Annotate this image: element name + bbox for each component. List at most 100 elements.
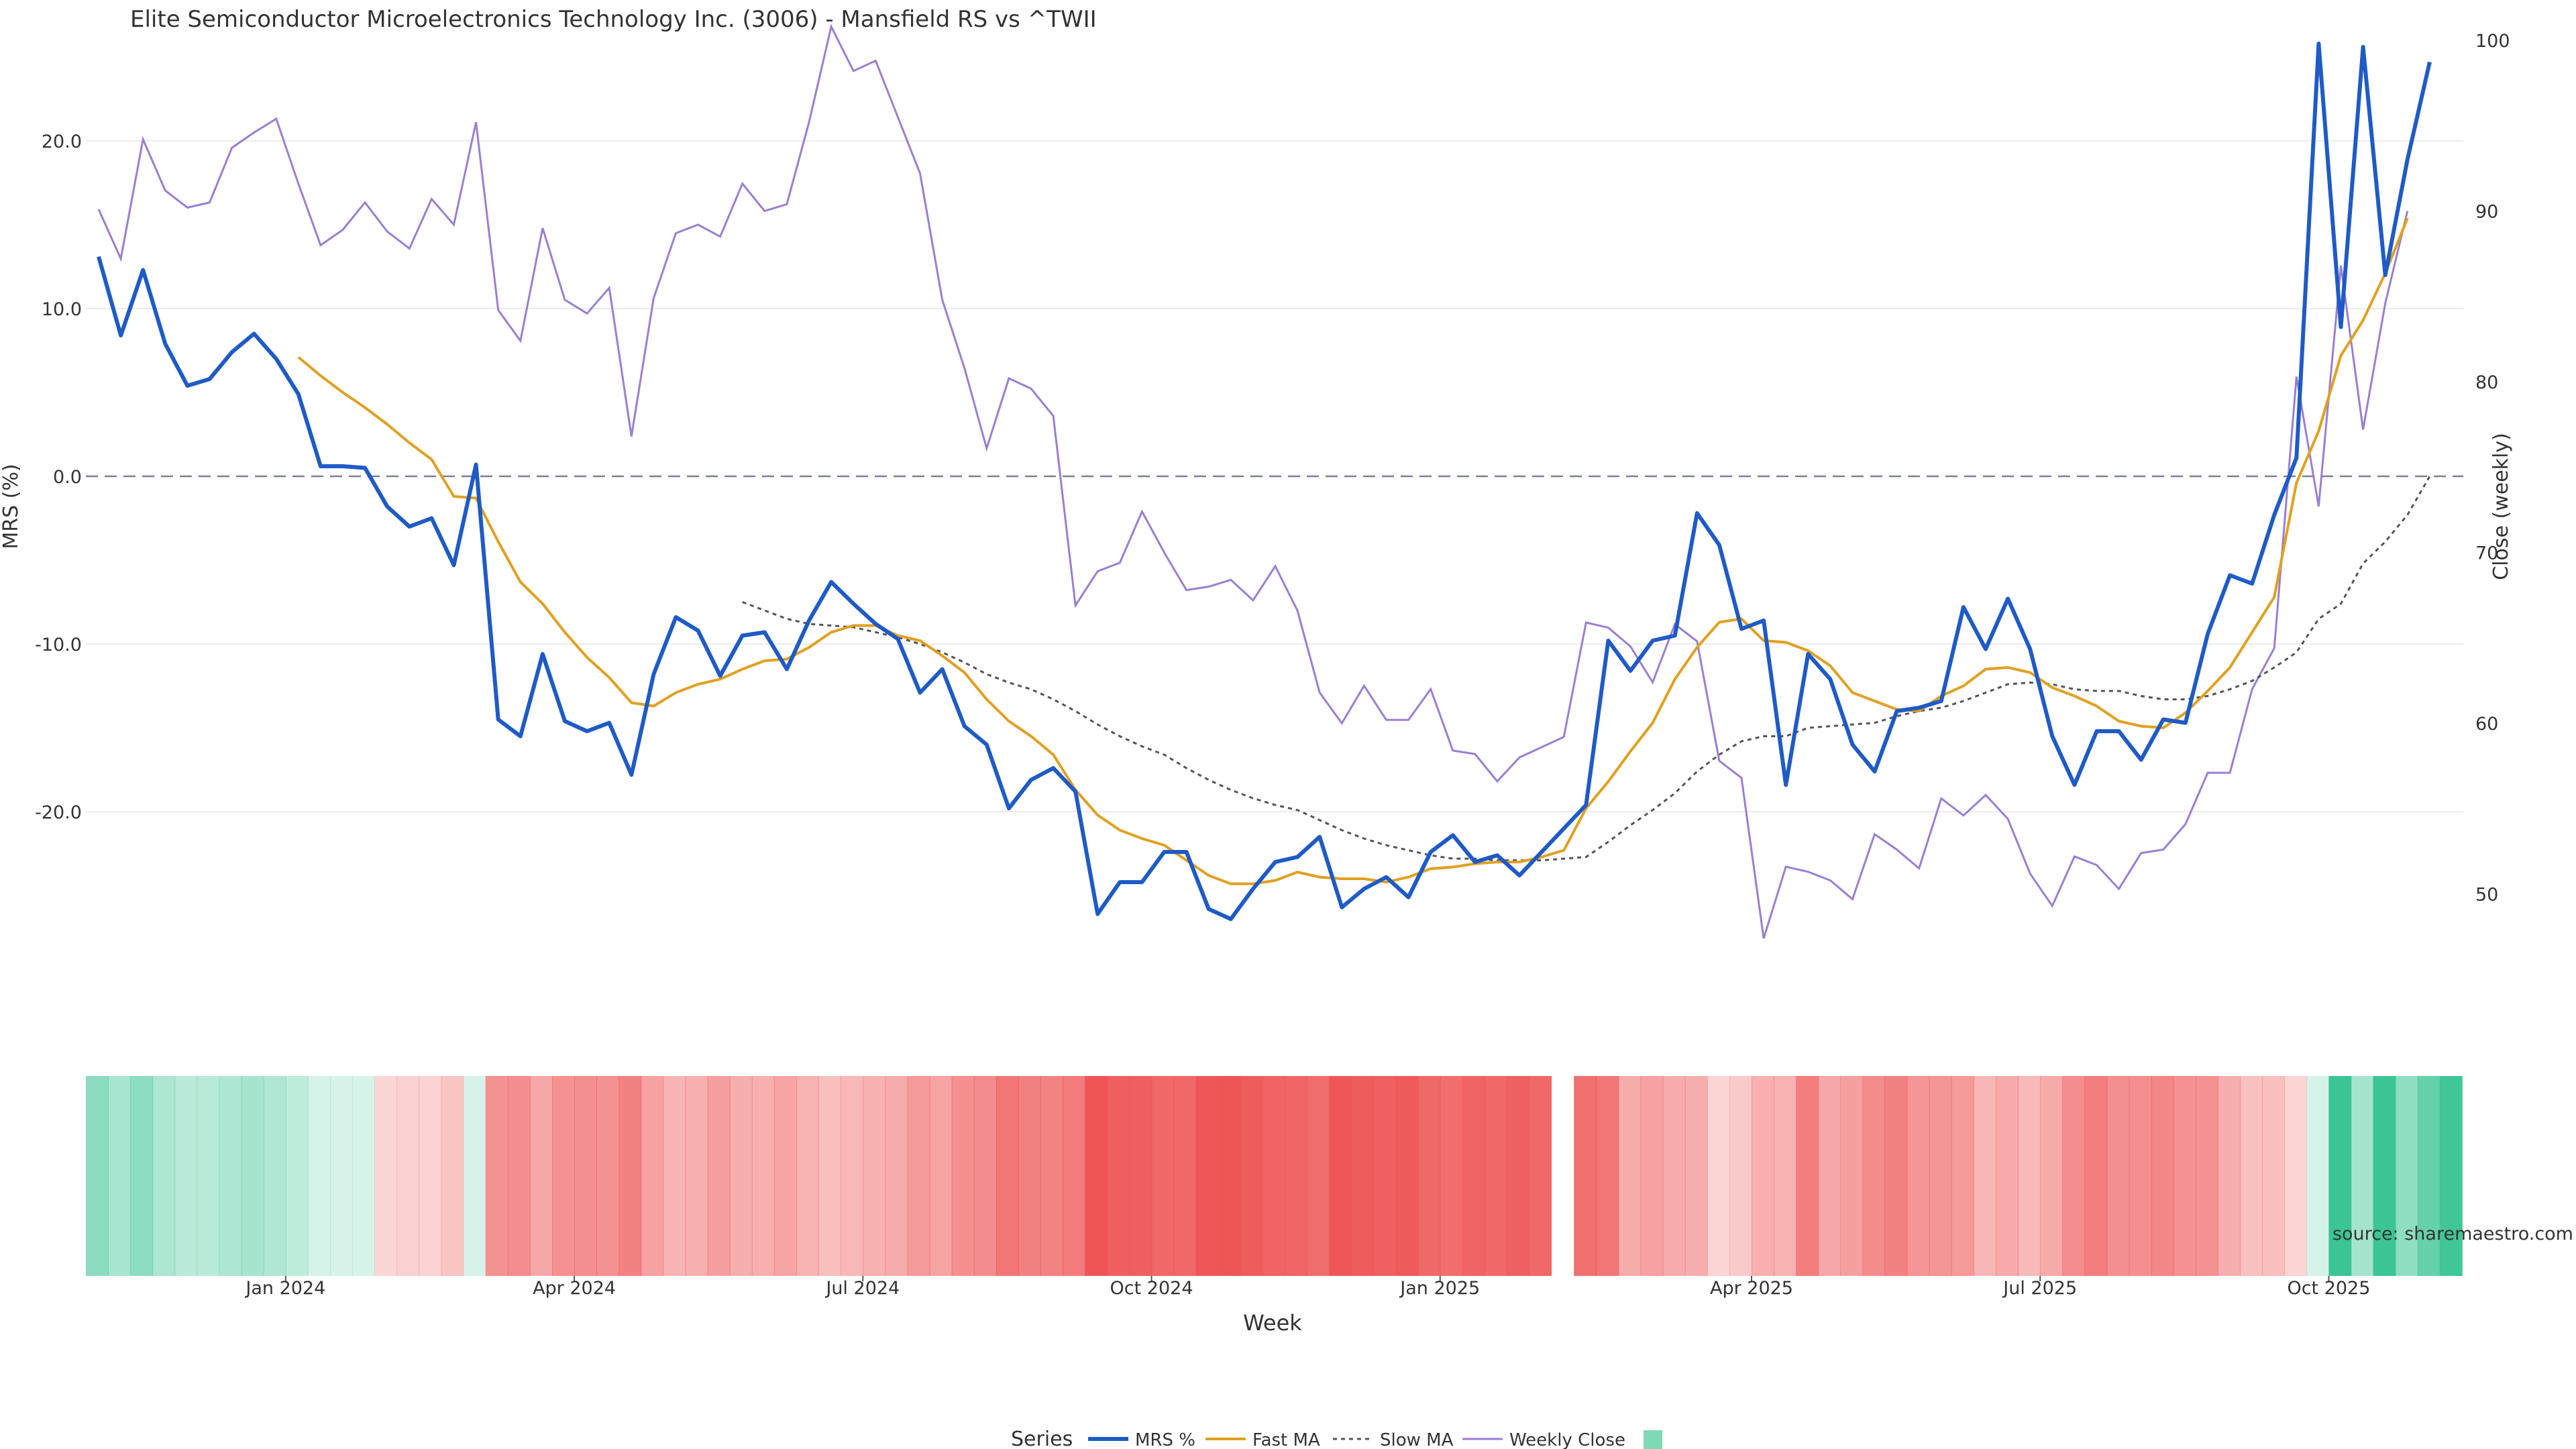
heatmap-cell [263, 1076, 286, 1276]
heatmap-cell [1240, 1076, 1263, 1276]
heatmap-cell [1929, 1076, 1952, 1276]
heatmap-cell [996, 1076, 1019, 1276]
y2-tick-label: 80 [2475, 372, 2498, 393]
heatmap-cell [2062, 1076, 2086, 1276]
y2-tick-label: 70 [2475, 543, 2498, 564]
heatmap-cell [663, 1076, 686, 1276]
mrs-heatmap-strip [86, 1076, 2463, 1276]
x-tick-label: Oct 2025 [2287, 1278, 2370, 1299]
heatmap-cell [1373, 1076, 1397, 1276]
x-tick-label: Jul 2024 [824, 1278, 900, 1299]
heatmap-cell [130, 1076, 154, 1276]
heatmap-cell [2195, 1076, 2218, 1276]
heatmap-cell [2240, 1076, 2263, 1276]
heatmap-cell [1063, 1076, 1086, 1276]
heatmap-cell [1129, 1076, 1152, 1276]
heatmap-cell [641, 1076, 664, 1276]
heatmap-cell [707, 1076, 731, 1276]
heatmap-cell [2084, 1076, 2108, 1276]
heatmap-cell [685, 1076, 708, 1276]
x-tick-label: Jan 2024 [244, 1278, 325, 1299]
heatmap-cell [2129, 1076, 2152, 1276]
legend-item-fast-ma: Fast MA [1252, 1430, 1320, 1449]
heatmap-cell [2262, 1076, 2286, 1276]
heatmap-cell [2151, 1076, 2174, 1276]
heatmap-cell [729, 1076, 753, 1276]
heatmap-cell [219, 1076, 242, 1276]
heatmap-cell [1973, 1076, 1996, 1276]
heatmap-cell [2351, 1076, 2374, 1276]
heatmap-cell [1774, 1076, 1796, 1276]
heatmap-cell [307, 1076, 331, 1276]
heatmap-cell [1195, 1076, 1219, 1276]
heatmap-cell [1996, 1076, 2019, 1276]
heatmap-cell [1951, 1076, 1974, 1276]
x-tick-label: Jan 2025 [1399, 1278, 1480, 1299]
heatmap-cell [2284, 1076, 2308, 1276]
heatmap-cell [1640, 1076, 1664, 1276]
heatmap-cell [1618, 1076, 1642, 1276]
heatmap-cell [152, 1076, 176, 1276]
heatmap-cell [108, 1076, 131, 1276]
heatmap-cell [929, 1076, 953, 1276]
heatmap-cell [529, 1076, 553, 1276]
y2-tick-label: 100 [2475, 31, 2510, 52]
heatmap-cell [2106, 1076, 2130, 1276]
heatmap-cell [973, 1076, 997, 1276]
heatmap-cell [1395, 1076, 1419, 1276]
heatmap-cell [1818, 1076, 1841, 1276]
heatmap-cell [2173, 1076, 2196, 1276]
heatmap-cell [596, 1076, 620, 1276]
legend-item-weekly-close: Weekly Close [1509, 1430, 1625, 1449]
y-tick-label: 10.0 [42, 299, 82, 320]
heatmap-cell [2018, 1076, 2041, 1276]
heatmap-cell [1840, 1076, 1864, 1276]
heatmap-cell [1729, 1076, 1752, 1276]
heatmap-cell [2395, 1076, 2418, 1276]
chart-title: Elite Semiconductor Microelectronics Tec… [130, 6, 1097, 33]
heatmap-cell [330, 1076, 353, 1276]
heatmap-cell [1085, 1076, 1108, 1276]
heatmap-cell [951, 1076, 975, 1276]
y-axis-label: MRS (%) [0, 464, 23, 549]
series-line-fast-ma [297, 217, 2409, 885]
grid-lines [86, 140, 2463, 812]
heatmap-cell [1596, 1076, 1619, 1276]
heatmap-cell [241, 1076, 264, 1276]
y-axis-ticks: 20.0 10.0 0.0 -10.0 -20.0 [35, 131, 82, 823]
legend-title: Series [1011, 1428, 1073, 1449]
heatmap-cell [419, 1076, 442, 1276]
heatmap-cell [1173, 1076, 1197, 1276]
heatmap-cell [2439, 1076, 2463, 1276]
heatmap-cell [1662, 1076, 1686, 1276]
y-tick-label: 20.0 [42, 131, 82, 152]
heatmap-cell [2328, 1076, 2352, 1276]
heatmap-cell [2417, 1076, 2440, 1276]
heatmap-cell [1907, 1076, 1930, 1276]
heatmap-cell [1440, 1076, 1463, 1276]
legend: Series MRS % Fast MA Slow MA Weekly Clos… [1011, 1428, 1662, 1449]
heatmap-cell [1884, 1076, 1908, 1276]
heatmap-cell [1329, 1076, 1352, 1276]
heatmap-cell [1151, 1076, 1175, 1276]
heatmap-cell [1018, 1076, 1041, 1276]
series-line-weekly-close [97, 23, 2409, 939]
heatmap-cell [1307, 1076, 1330, 1276]
x-tick-label: Oct 2024 [1110, 1278, 1193, 1299]
heatmap-cell [463, 1076, 486, 1276]
y2-tick-label: 50 [2475, 885, 2498, 906]
y-tick-label: -10.0 [35, 635, 82, 655]
heatmap-cell [86, 1076, 109, 1276]
heatmap-cell [352, 1076, 375, 1276]
y2-axis-label: Close (weekly) [2489, 433, 2513, 580]
heatmap-cell [1507, 1076, 1529, 1276]
series-line-slow-ma [742, 476, 2431, 861]
heatmap-cell [1351, 1076, 1375, 1276]
heatmap-cell [1684, 1076, 1708, 1276]
heatmap-cell [751, 1076, 775, 1276]
legend-item-slow-ma: Slow MA [1380, 1430, 1454, 1449]
heatmap-cell [2306, 1076, 2330, 1276]
heatmap-cell [907, 1076, 930, 1276]
heatmap-cell [1796, 1076, 1819, 1276]
